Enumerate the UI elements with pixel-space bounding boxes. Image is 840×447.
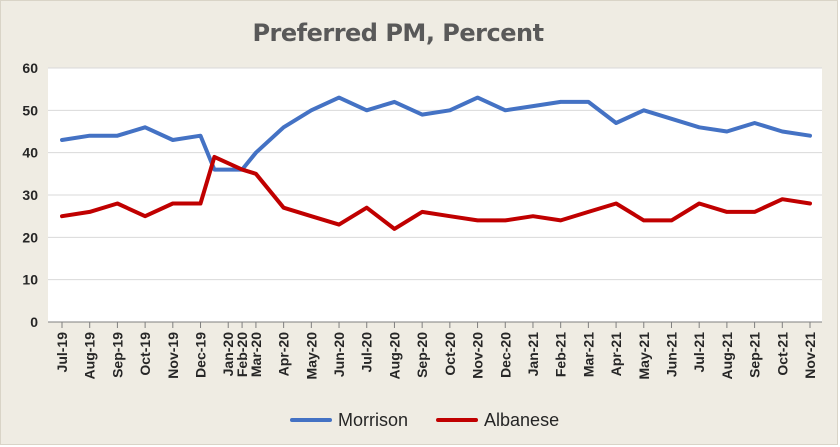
x-tick-label: Nov-19	[165, 332, 181, 379]
x-tick-label: Mar-20	[248, 332, 264, 377]
x-tick-label: May-20	[303, 332, 319, 380]
x-tick-label: Oct-21	[774, 332, 790, 376]
x-tick-label: Oct-19	[137, 332, 153, 376]
y-tick-label-10: 10	[22, 272, 38, 288]
x-tick-label: Dec-20	[497, 332, 513, 378]
x-tick-label: Apr-20	[276, 332, 292, 377]
y-tick-label-40: 40	[22, 145, 38, 161]
x-tick-label: Aug-21	[719, 332, 735, 380]
x-tick-label: Jul-19	[54, 332, 70, 373]
x-tick-label: Jul-20	[359, 332, 375, 373]
y-tick-labels: 0 10 20 30 40 50 60	[22, 60, 38, 330]
x-tick-label: Jan-20	[220, 332, 236, 377]
legend-label-morrison: Morrison	[338, 410, 408, 430]
x-tick-label: Mar-21	[580, 332, 596, 377]
chart-title: Preferred PM, Percent	[252, 19, 544, 47]
x-tick-label: Jan-21	[525, 332, 541, 377]
y-tick-label-0: 0	[30, 314, 38, 330]
x-tick-label: Jul-21	[691, 332, 707, 373]
x-tick-label: Nov-20	[470, 332, 486, 379]
x-tick-label: Apr-21	[608, 332, 624, 377]
x-tick-label: Feb-21	[553, 332, 569, 377]
legend-label-albanese: Albanese	[484, 410, 559, 430]
x-tick-labels: Jul-19 Aug-19 Sep-19 Oct-19 Nov-19 Dec-19 Jan-…	[54, 332, 818, 380]
x-tick-label: Jun-21	[663, 332, 679, 377]
axes	[48, 321, 822, 328]
x-tick-label: Sep-20	[414, 332, 430, 378]
series-line-morrison	[60, 95, 812, 172]
series-line-albanese	[60, 154, 812, 231]
x-tick-label: May-21	[636, 332, 652, 380]
y-tick-label-50: 50	[22, 102, 38, 118]
x-tick-label: Nov-21	[802, 332, 818, 379]
x-tick-label: Feb-20	[234, 332, 250, 377]
x-tick-label: Aug-19	[82, 332, 98, 380]
x-tick-label: Jun-20	[331, 332, 347, 377]
y-tick-label-20: 20	[22, 229, 38, 245]
y-tick-label-30: 30	[22, 187, 38, 203]
x-tick-label: Aug-20	[386, 332, 402, 380]
x-tick-label: Oct-20	[442, 332, 458, 376]
x-tick-label: Sep-21	[747, 332, 763, 378]
gridlines	[48, 67, 822, 322]
series-lines	[60, 95, 812, 231]
y-tick-label-60: 60	[22, 60, 38, 76]
legend: Morrison Albanese	[290, 410, 559, 430]
x-tick-label: Sep-19	[109, 332, 125, 378]
x-tick-label: Dec-19	[193, 332, 209, 378]
